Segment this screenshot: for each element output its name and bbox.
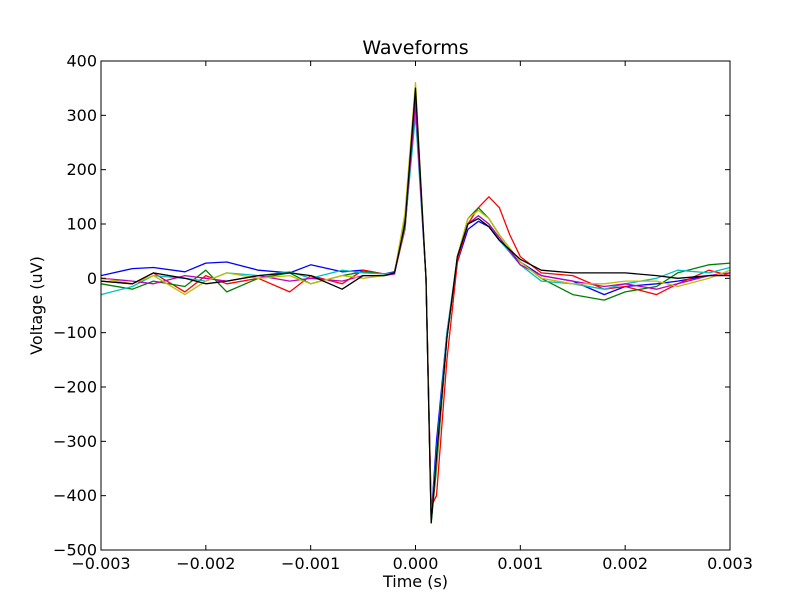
plot-area bbox=[101, 61, 730, 550]
tick-layer: −0.003 −0.002 −0.001 0.000 0.001 0.002 0.003 −5… bbox=[53, 52, 753, 574]
y-tick-label: −500 bbox=[53, 541, 97, 560]
y-tick-label: 300 bbox=[66, 106, 97, 125]
y-tick-label: 0 bbox=[87, 269, 97, 288]
y-tick-label: −200 bbox=[53, 378, 97, 397]
x-tick-label: 0.001 bbox=[497, 554, 543, 573]
x-tick-label: 0.000 bbox=[393, 554, 439, 573]
chart-title: Waveforms bbox=[362, 37, 468, 59]
waveform-line-7 bbox=[100, 87, 730, 524]
x-axis-title: Time (s) bbox=[382, 572, 448, 591]
x-tick-label: −0.001 bbox=[281, 554, 340, 573]
y-tick-label: −400 bbox=[53, 486, 97, 505]
y-tick-label: −300 bbox=[53, 432, 97, 451]
y-tick-label: 400 bbox=[66, 52, 97, 71]
y-axis-title: Voltage (uV) bbox=[27, 256, 46, 355]
y-tick-label: 100 bbox=[66, 215, 97, 234]
x-tick-label: 0.003 bbox=[707, 554, 753, 573]
y-tick-label: 200 bbox=[66, 160, 97, 179]
x-tick-label: −0.002 bbox=[176, 554, 235, 573]
y-tick-label: −100 bbox=[53, 323, 97, 342]
x-tick-label: −0.003 bbox=[71, 554, 130, 573]
series-layer bbox=[100, 82, 731, 524]
x-tick-label: 0.002 bbox=[602, 554, 648, 573]
